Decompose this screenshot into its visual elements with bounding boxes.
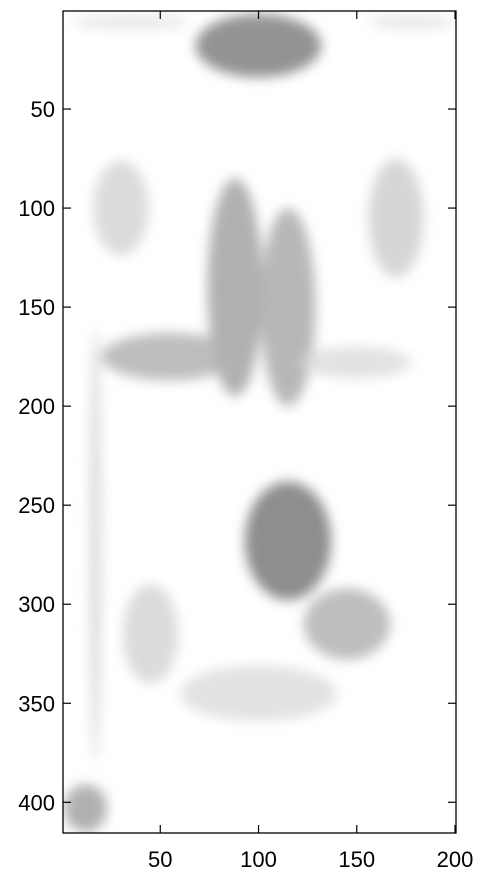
- heat-region-10: [244, 481, 332, 601]
- heat-region-6: [101, 332, 239, 381]
- y-tick-label: 150: [18, 295, 55, 320]
- heat-region-11: [303, 588, 391, 660]
- y-tick-label: 200: [18, 394, 55, 419]
- x-tick-label: 150: [338, 847, 375, 872]
- heat-region-13: [179, 665, 338, 722]
- y-axis: 50 100 150 200 250 300 350 400: [18, 97, 456, 815]
- y-tick-label: 250: [18, 493, 55, 518]
- plot-frame: [62, 10, 457, 834]
- y-tick-label: 100: [18, 196, 55, 221]
- y-tick-label: 350: [18, 691, 55, 716]
- heat-region-15: [63, 784, 108, 833]
- heat-region-8: [93, 160, 149, 256]
- heatmap-image: [63, 13, 456, 833]
- x-tick-label: 200: [437, 847, 474, 872]
- y-tick-label: 300: [18, 592, 55, 617]
- heat-region-14: [89, 326, 102, 763]
- heat-region-5: [260, 208, 316, 407]
- heat-region-2: [71, 13, 190, 30]
- x-axis: 50 100 150 200: [148, 11, 473, 872]
- heat-region-3: [368, 13, 456, 30]
- x-tick-label: 100: [240, 847, 277, 872]
- heat-region-1: [195, 13, 322, 78]
- x-tick-label: 50: [148, 847, 172, 872]
- y-tick-label: 400: [18, 790, 55, 815]
- y-tick-label: 50: [31, 97, 55, 122]
- heat-region-12: [122, 584, 178, 684]
- heat-region-9: [368, 158, 424, 278]
- heat-region-7: [301, 346, 412, 379]
